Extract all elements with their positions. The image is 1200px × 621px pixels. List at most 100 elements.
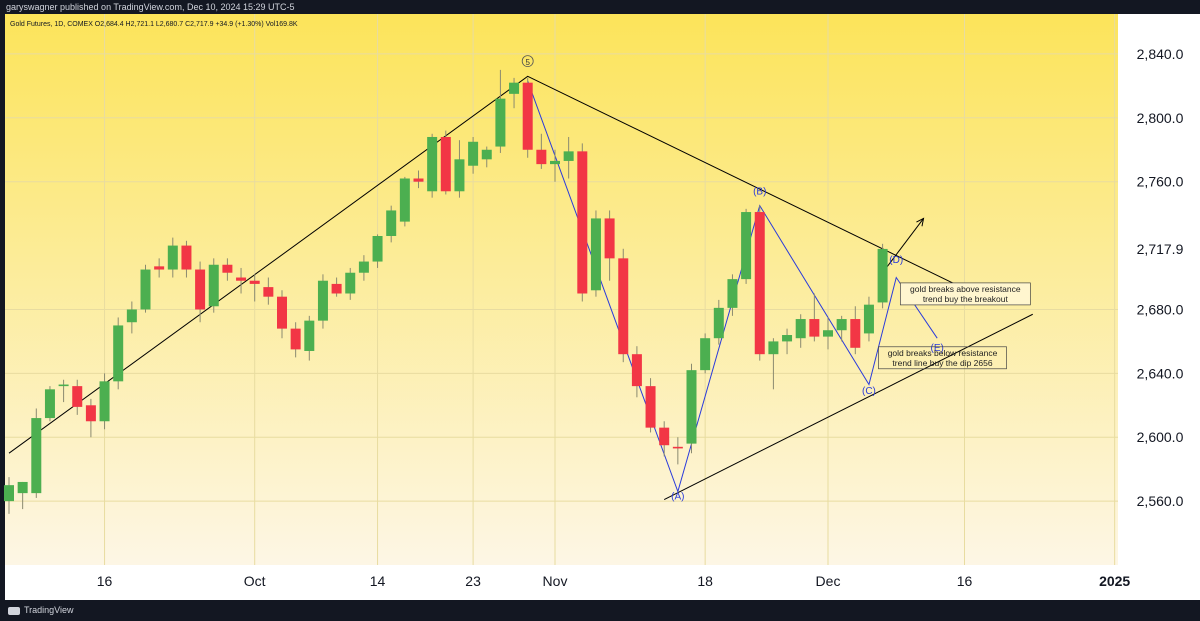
candle-body [481,149,492,160]
tradingview-logo-icon [8,606,20,615]
candle [345,267,356,300]
candle-body [4,485,14,502]
candle [154,258,165,278]
candle-body [631,354,642,387]
price-tick-label: 2,600.0 [1137,429,1184,445]
note-line: trend buy the breakout [923,294,1009,304]
candle [577,143,588,302]
candle [700,333,711,374]
candle [236,267,247,294]
price-axis[interactable]: 2,560.0 2,600.0 2,640.0 2,680.0 2,760.0 2,800… [1119,46,1200,509]
candle-body [222,264,233,273]
price-axis-background [1118,14,1200,600]
candle-body [659,427,670,446]
breakout-arrow [882,218,924,274]
candle [536,133,547,169]
candle [358,255,369,281]
candle [809,293,820,342]
candle [44,386,55,422]
candle-body [99,381,110,422]
price-tick-label: 2,800.0 [1137,110,1184,126]
candle-body [58,384,69,387]
candle [850,306,861,355]
candle-body [236,277,247,281]
candle [440,130,451,195]
candle-body [154,266,165,270]
note-line: trend line buy the dip 2656 [892,358,992,368]
arrow-head-icon [916,217,925,227]
candle-body [782,335,793,342]
candle [372,234,383,268]
candle-body [304,320,315,351]
note-line: gold breaks above resistance [910,284,1021,294]
candle-body [413,178,424,182]
time-axis[interactable]: 16 Oct 14 23 Nov 18 Dec 16 2025 [97,573,1131,589]
wave-label: (E) [931,343,944,354]
candle [877,243,888,309]
candle-body [563,151,574,161]
price-tick-label: 2,840.0 [1137,46,1184,62]
candle-body [331,283,342,294]
candle [72,379,83,415]
candle [795,314,806,348]
wave-circle-icon [521,55,534,68]
candle [386,205,397,243]
candle-body [700,338,711,371]
candle [413,170,424,189]
wave-label: (B) [753,186,766,197]
candle [686,363,697,454]
candle [140,264,151,313]
candle-body [31,418,42,494]
candle-body [208,264,219,307]
time-tick-label: 2025 [1099,573,1130,589]
wave-label: 5 [525,58,530,67]
time-tick-label: 16 [957,573,973,589]
candle [631,346,642,398]
candle-body [44,389,55,419]
candle [427,133,438,198]
candle [113,317,124,390]
candle-body [113,325,124,382]
candle-body [195,269,206,310]
candle-body [140,269,151,310]
candle-body [863,304,874,334]
candle-body [277,296,287,329]
candle-body [536,149,547,165]
candle-body [126,309,137,323]
candle [672,437,683,465]
candle-body [754,212,765,355]
candle [618,248,629,363]
candle-body [741,212,752,280]
candle-body [263,287,274,297]
candle-body [686,370,697,444]
candle [181,240,192,278]
candle [782,328,793,355]
publisher-text: garyswagner published on TradingView.com… [6,2,295,12]
candle-body [590,218,601,291]
candle-body [713,307,724,339]
upper-trend-line [8,75,965,454]
candle-body [509,82,520,94]
candle-body [468,141,479,166]
candle-body [167,245,178,270]
candle-body [672,446,683,449]
candle-body [618,258,629,355]
candle [495,69,506,153]
wave-label: (D) [889,255,903,266]
candle [590,210,601,297]
wave-labels: 5 (A) (B) (C) (D) (E) [521,55,944,503]
candle [399,176,410,227]
candle [741,208,752,284]
candle [727,274,738,316]
wave-label: (A) [671,492,684,503]
candle-body [290,328,301,350]
candle-body [522,82,533,150]
candle-body [809,319,820,337]
candle [85,398,96,438]
note-border [878,346,1007,370]
candle-body [550,160,560,165]
